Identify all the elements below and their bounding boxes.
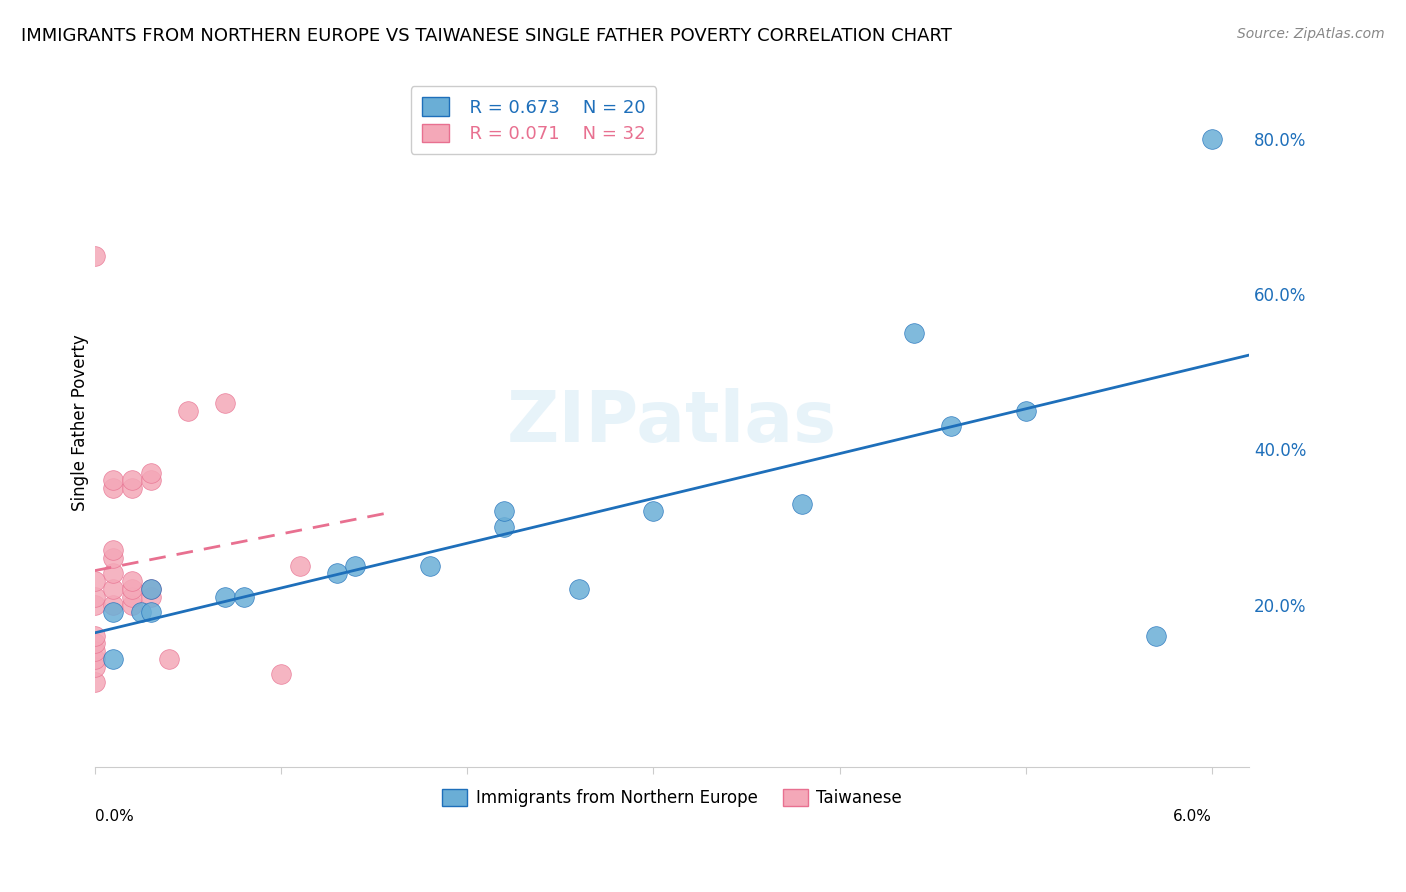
Point: [121, 481, 143, 495]
Point: [1144, 628, 1167, 642]
Point: [83, 644, 105, 658]
Point: [494, 520, 516, 534]
Point: [103, 598, 125, 612]
Point: [139, 582, 162, 596]
Point: [941, 419, 963, 434]
Point: [214, 590, 236, 604]
Point: [139, 590, 162, 604]
Point: [139, 466, 162, 480]
Point: [288, 558, 311, 573]
Point: [103, 481, 125, 495]
Point: [1015, 403, 1038, 417]
Point: [214, 396, 236, 410]
Point: [103, 652, 125, 666]
Point: [121, 582, 143, 596]
Point: [139, 605, 162, 619]
Point: [103, 605, 125, 619]
Point: [177, 403, 200, 417]
Point: [139, 474, 162, 488]
Point: [103, 551, 125, 566]
Point: [83, 659, 105, 673]
Point: [121, 574, 143, 589]
Point: [103, 474, 125, 488]
Point: [121, 590, 143, 604]
Point: [326, 566, 349, 581]
Point: [83, 249, 105, 263]
Point: [419, 558, 441, 573]
Point: [1201, 132, 1223, 146]
Point: [83, 574, 105, 589]
Text: IMMIGRANTS FROM NORTHERN EUROPE VS TAIWANESE SINGLE FATHER POVERTY CORRELATION C: IMMIGRANTS FROM NORTHERN EUROPE VS TAIWA…: [21, 27, 952, 45]
Text: ZIPatlas: ZIPatlas: [508, 388, 837, 457]
Y-axis label: Single Father Poverty: Single Father Poverty: [72, 334, 89, 511]
Point: [121, 598, 143, 612]
Point: [83, 652, 105, 666]
Point: [139, 582, 162, 596]
Point: [131, 605, 153, 619]
Point: [103, 566, 125, 581]
Point: [903, 326, 925, 341]
Point: [494, 504, 516, 518]
Point: [121, 474, 143, 488]
Point: [103, 543, 125, 558]
Point: [157, 652, 180, 666]
Point: [83, 628, 105, 642]
Point: [344, 558, 367, 573]
Point: [792, 497, 814, 511]
Point: [270, 667, 292, 681]
Text: Source: ZipAtlas.com: Source: ZipAtlas.com: [1237, 27, 1385, 41]
Point: [103, 582, 125, 596]
Point: [83, 590, 105, 604]
Point: [568, 582, 591, 596]
Text: 0.0%: 0.0%: [94, 809, 134, 823]
Text: 6.0%: 6.0%: [1173, 809, 1212, 823]
Point: [232, 590, 254, 604]
Point: [643, 504, 665, 518]
Point: [83, 636, 105, 650]
Point: [83, 598, 105, 612]
Point: [83, 675, 105, 690]
Legend: Immigrants from Northern Europe, Taiwanese: Immigrants from Northern Europe, Taiwane…: [436, 782, 908, 814]
